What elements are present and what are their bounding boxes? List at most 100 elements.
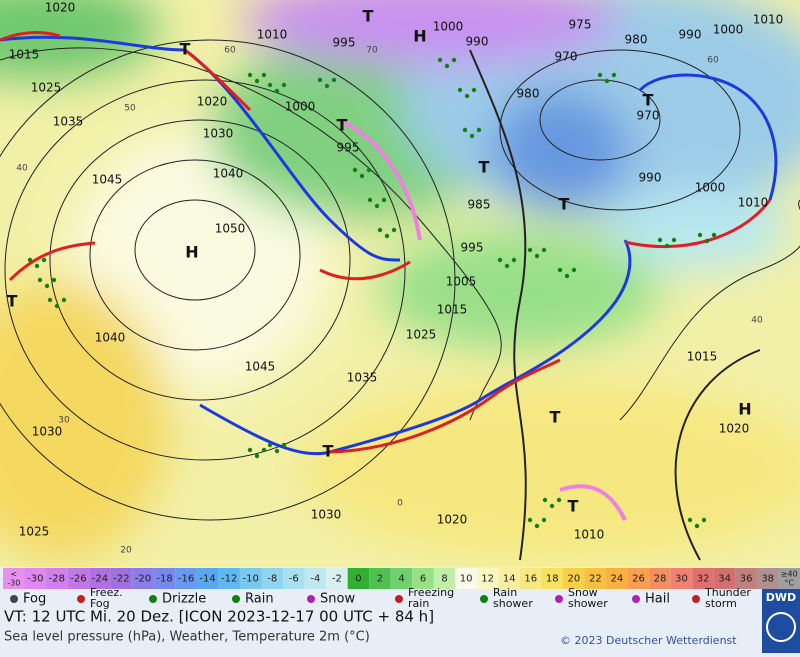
weather-symbol bbox=[451, 57, 457, 63]
weather-symbol bbox=[331, 77, 337, 83]
legend-icon bbox=[555, 595, 563, 603]
scale-cell bbox=[132, 568, 154, 589]
pressure-label: 1000 bbox=[433, 20, 464, 34]
grid-label: 60 bbox=[707, 56, 719, 66]
weather-symbol bbox=[324, 83, 330, 89]
weather-symbol bbox=[541, 247, 547, 253]
weather-symbol bbox=[352, 167, 358, 173]
weather-symbol bbox=[604, 78, 610, 84]
scale-cell bbox=[326, 568, 348, 589]
weather-symbol bbox=[254, 78, 260, 84]
scale-cell bbox=[692, 568, 714, 589]
pressure-center: H bbox=[738, 400, 751, 419]
pressure-center: T bbox=[479, 158, 490, 177]
scale-label: -24 bbox=[92, 574, 108, 585]
scale-label: 32 bbox=[697, 574, 710, 585]
legend-icon bbox=[692, 595, 700, 603]
legend-icon bbox=[632, 595, 640, 603]
pressure-label: 995 bbox=[337, 141, 360, 155]
scale-label: 2 bbox=[377, 574, 383, 585]
weather-symbol bbox=[704, 238, 710, 244]
scale-label: 26 bbox=[632, 574, 645, 585]
pressure-label: 970 bbox=[555, 50, 578, 64]
pressure-label: 1015 bbox=[687, 350, 718, 364]
pressure-label: 1020 bbox=[45, 1, 76, 15]
grid-label: 50 bbox=[124, 104, 136, 114]
weather-symbol bbox=[437, 57, 443, 63]
pressure-label: 1030 bbox=[203, 127, 234, 141]
pressure-label: 1025 bbox=[31, 81, 62, 95]
pressure-label: 1010 bbox=[574, 528, 605, 542]
pressure-center: T bbox=[643, 91, 654, 110]
pressure-label: 1000 bbox=[713, 23, 744, 37]
legend-label: Snow bbox=[568, 586, 598, 599]
weather-symbol bbox=[366, 167, 372, 173]
pressure-label: 1040 bbox=[213, 167, 244, 181]
scale-cell bbox=[46, 568, 68, 589]
scale-label: 38 bbox=[761, 574, 774, 585]
legend-icon bbox=[232, 595, 240, 603]
weather-symbol bbox=[671, 237, 677, 243]
scale-cell bbox=[261, 568, 284, 589]
scale-label: ≥40 bbox=[781, 570, 798, 579]
scale-label: -10 bbox=[243, 574, 259, 585]
weather-symbol bbox=[701, 517, 707, 523]
scale-cell bbox=[541, 568, 564, 589]
description: Sea level pressure (hPa), Weather, Tempe… bbox=[4, 630, 370, 645]
weather-symbol bbox=[41, 257, 47, 263]
pressure-center: T bbox=[337, 116, 348, 135]
scale-label: 4 bbox=[398, 574, 404, 585]
scale-cell bbox=[778, 568, 800, 589]
weather-symbol bbox=[657, 237, 663, 243]
scale-label: 28 bbox=[654, 574, 667, 585]
logo-emblem bbox=[766, 612, 796, 642]
weather-symbol bbox=[497, 257, 503, 263]
weather-symbol bbox=[44, 283, 50, 289]
scale-label: 30 bbox=[675, 574, 688, 585]
scale-cell bbox=[196, 568, 219, 589]
pressure-label: 975 bbox=[569, 18, 592, 32]
legend-label: Drizzle bbox=[162, 592, 206, 607]
pressure-label: 1000 bbox=[285, 100, 316, 114]
scale-cell bbox=[218, 568, 240, 589]
legend-label: shower bbox=[493, 597, 533, 610]
pressure-label: 1045 bbox=[245, 360, 276, 374]
weather-symbol bbox=[34, 263, 40, 269]
pressure-label: 980 bbox=[517, 87, 540, 101]
legend-icon bbox=[77, 595, 85, 603]
scale-cell bbox=[110, 568, 133, 589]
pressure-label: 1015 bbox=[437, 303, 468, 317]
weather-symbol bbox=[254, 453, 260, 459]
scale-label: -8 bbox=[267, 574, 277, 585]
scale-cell bbox=[713, 568, 736, 589]
pressure-center: T bbox=[559, 195, 570, 214]
weather-symbol bbox=[377, 227, 383, 233]
legend-icon bbox=[307, 595, 315, 603]
pressure-center: T bbox=[7, 292, 18, 311]
scale-cell bbox=[239, 568, 262, 589]
weather-symbol bbox=[542, 497, 548, 503]
legend-label: Thunder bbox=[704, 586, 751, 599]
scale-cell bbox=[304, 568, 327, 589]
scale-label: -2 bbox=[332, 574, 342, 585]
weather-symbol bbox=[694, 523, 700, 529]
scale-cell bbox=[3, 568, 25, 589]
scale-label: 34 bbox=[718, 574, 731, 585]
weather-symbol bbox=[664, 243, 670, 249]
weather-symbol bbox=[261, 72, 267, 78]
scale-label: < bbox=[10, 570, 17, 579]
pressure-label: 990 bbox=[639, 171, 662, 185]
legend-label: Rain bbox=[493, 586, 517, 599]
weather-symbol bbox=[541, 517, 547, 523]
weather-symbol bbox=[549, 503, 555, 509]
scale-cell bbox=[563, 568, 585, 589]
scale-label: 12 bbox=[481, 574, 494, 585]
scale-cell bbox=[433, 568, 456, 589]
weather-symbol bbox=[27, 257, 33, 263]
scale-cell bbox=[412, 568, 434, 589]
scale-cell bbox=[670, 568, 693, 589]
scale-label: -22 bbox=[113, 574, 129, 585]
pressure-label: 1040 bbox=[95, 331, 126, 345]
weather-symbol bbox=[464, 93, 470, 99]
pressure-label: 985 bbox=[468, 198, 491, 212]
